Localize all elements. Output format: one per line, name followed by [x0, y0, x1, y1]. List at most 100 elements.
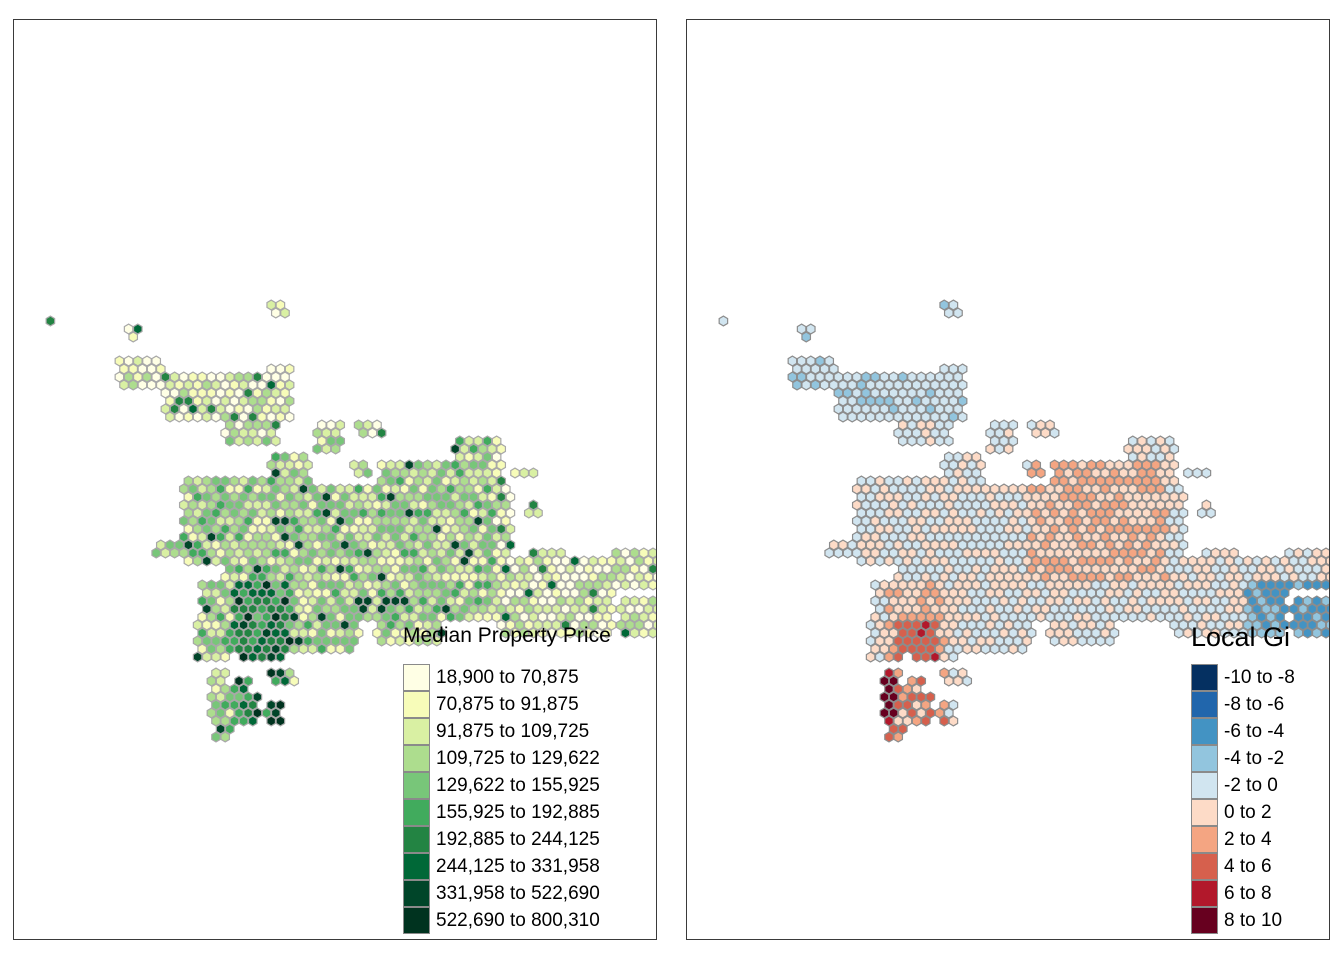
hex-cell	[560, 555, 571, 567]
hex-cell	[459, 459, 470, 471]
hex-cell	[238, 683, 249, 695]
hex-cell	[1049, 475, 1060, 487]
hex-cell	[602, 595, 612, 607]
hex-cell	[1284, 579, 1295, 591]
hex-cell	[473, 547, 484, 559]
hex-cell	[911, 587, 922, 599]
legend-swatch	[1191, 745, 1218, 772]
hex-cell	[865, 651, 876, 663]
hex-cell	[1150, 443, 1161, 455]
hex-cell	[994, 587, 1005, 599]
legend-item: 129,622 to 155,925	[403, 772, 600, 799]
hex-cell	[229, 603, 240, 615]
hex-cell	[533, 571, 543, 583]
hex-cell	[1155, 499, 1166, 511]
hex-cell	[215, 371, 226, 383]
hex-cell	[284, 523, 295, 535]
hex-cell	[537, 627, 548, 639]
hex-cell	[482, 611, 493, 623]
hex-cell	[1086, 619, 1097, 631]
hex-cell	[953, 403, 963, 415]
hex-cell	[533, 619, 543, 631]
hex-cell	[201, 491, 212, 503]
hex-cell	[902, 715, 913, 727]
hex-cell	[266, 651, 277, 663]
hex-cell	[1035, 467, 1046, 479]
hex-cell	[1068, 619, 1078, 631]
hex-cell	[1012, 603, 1023, 615]
hex-cell	[454, 563, 465, 575]
hex-cell	[1058, 555, 1069, 567]
hex-cell	[528, 579, 539, 591]
hex-cell	[418, 563, 428, 575]
hex-cell	[45, 315, 56, 327]
hex-cell	[528, 627, 539, 639]
hex-cell	[1100, 499, 1111, 511]
hex-cell	[454, 515, 465, 527]
hex-cell	[1118, 579, 1129, 591]
hex-cell	[1288, 571, 1299, 583]
hex-cell	[989, 627, 1000, 639]
hex-cell	[459, 539, 470, 551]
legend-item: 2 to 4	[1191, 826, 1272, 853]
hex-cell	[454, 435, 465, 447]
hex-cell	[1155, 563, 1166, 575]
hex-cell	[1035, 547, 1046, 559]
hex-cell	[574, 627, 585, 639]
hex-cell	[648, 563, 656, 575]
hex-cell	[1293, 579, 1304, 591]
hex-cell	[500, 499, 511, 511]
hex-cell	[257, 475, 267, 487]
hex-cell	[238, 523, 249, 535]
hex-cell	[358, 603, 369, 615]
hex-cell	[280, 451, 290, 463]
hex-cell	[925, 579, 936, 591]
hex-cell	[939, 363, 950, 375]
legend-title: Local Gi	[1191, 622, 1291, 652]
hex-cell	[289, 675, 300, 687]
hex-cell	[496, 571, 507, 583]
hex-cell	[266, 715, 277, 727]
hex-cell	[1114, 475, 1124, 487]
hex-cell	[966, 571, 977, 583]
hex-cell	[220, 523, 231, 535]
hex-cell	[353, 579, 364, 591]
hex-cell	[1311, 563, 1322, 575]
hex-cell	[1104, 555, 1115, 567]
hex-cell	[902, 523, 913, 535]
hex-cell	[1164, 435, 1175, 447]
hex-cell	[1072, 595, 1083, 607]
hex-cell	[284, 475, 295, 487]
hex-cell	[897, 419, 908, 431]
hex-cell	[487, 475, 497, 487]
hex-cell	[879, 515, 890, 527]
hex-cell	[985, 443, 996, 455]
hex-cell	[556, 627, 566, 639]
hex-cell	[625, 619, 635, 631]
hex-cell	[1086, 555, 1097, 567]
hex-cell	[362, 611, 373, 623]
hex-cell	[257, 395, 267, 407]
hex-cell	[183, 411, 194, 423]
hex-cell	[252, 515, 263, 527]
hex-cell	[275, 475, 286, 487]
hex-cell	[1123, 571, 1134, 583]
hex-cell	[893, 571, 904, 583]
hex-cell	[893, 491, 904, 503]
hex-cell	[422, 587, 433, 599]
hex-cell	[1261, 619, 1272, 631]
hex-cell	[358, 587, 369, 599]
hex-cell	[592, 563, 603, 575]
hex-cell	[252, 499, 263, 511]
hex-cell	[1008, 627, 1019, 639]
hex-cell	[510, 579, 520, 591]
hex-cell	[270, 451, 281, 463]
hex-cell	[321, 491, 332, 503]
hex-cell	[533, 507, 543, 519]
hex-cell	[930, 427, 940, 439]
hex-cell	[966, 523, 977, 535]
hex-cell	[372, 531, 382, 543]
hex-cell	[620, 563, 631, 575]
hex-cell	[1054, 515, 1065, 527]
hex-cell	[353, 483, 364, 495]
